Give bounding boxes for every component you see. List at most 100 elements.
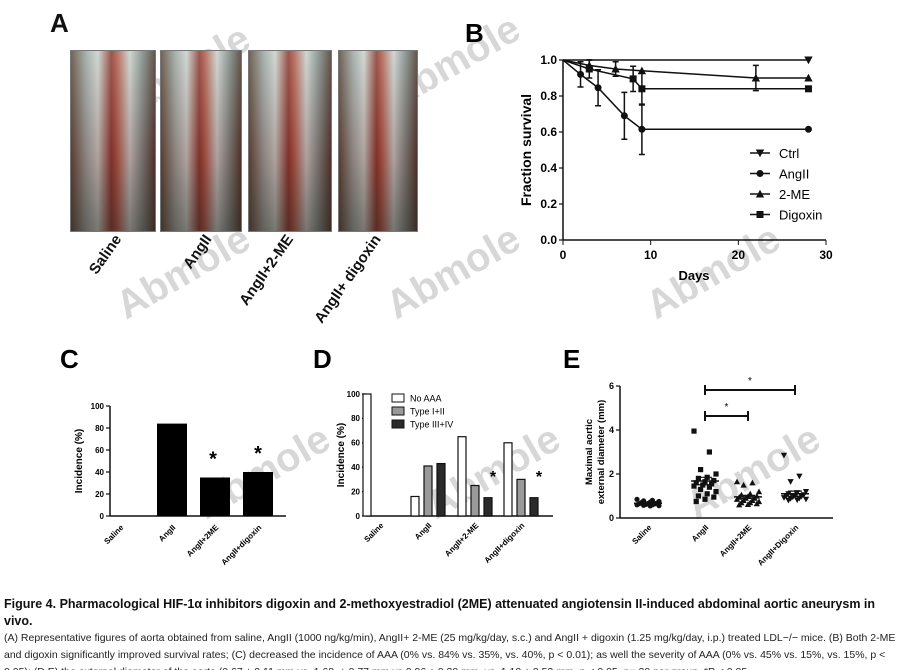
data-point xyxy=(706,484,712,490)
x-tick-label: 10 xyxy=(644,248,658,262)
legend-marker xyxy=(755,149,765,158)
y-tick-label: 6 xyxy=(609,381,614,391)
y-tick-label: 1.0 xyxy=(540,53,557,67)
category-label: AngII+Digoxin xyxy=(756,523,801,568)
data-point xyxy=(706,449,712,455)
data-point xyxy=(711,494,717,500)
data-point xyxy=(693,480,699,486)
data-point xyxy=(713,489,719,495)
data-point xyxy=(634,496,640,502)
sem-bar xyxy=(641,502,655,505)
data-point xyxy=(733,496,741,502)
survival-chart: 0.0 0.2 0.4 0.6 0.8 1.0 0 10 20 30 Ctrl AngII 2-ME Di… xyxy=(540,53,833,262)
category-label: Saline xyxy=(102,523,125,546)
y-tick-label: 40 xyxy=(95,468,104,477)
legend-label: Type III+IV xyxy=(410,420,453,430)
y-axis-label: Fraction survival xyxy=(518,94,534,206)
legend-label: No AAA xyxy=(410,394,442,404)
y-tick-label: 100 xyxy=(347,390,361,399)
data-point xyxy=(691,428,697,434)
data-point xyxy=(749,479,756,486)
aorta-photo-saline xyxy=(70,50,156,232)
data-point xyxy=(713,471,719,477)
y-tick-label: 0 xyxy=(609,513,614,523)
y-tick-label: 0.6 xyxy=(540,125,557,139)
series-2-me: 2-ME xyxy=(562,59,813,202)
legend-marker xyxy=(756,170,764,177)
panel-label-d: D xyxy=(313,344,332,374)
bar-AngII+2ME xyxy=(200,477,230,516)
panel-label-b: B xyxy=(465,18,484,48)
comparison-bracket xyxy=(704,411,749,421)
y-tick-label: 0 xyxy=(356,512,361,521)
legend-marker xyxy=(755,189,765,198)
legend-label: Type I+II xyxy=(410,407,445,417)
bar-type-iii-iv xyxy=(483,497,493,517)
data-point xyxy=(594,84,602,92)
legend-swatch xyxy=(391,419,405,429)
panel-label-a: A xyxy=(50,8,69,38)
data-point xyxy=(695,493,701,499)
data-point xyxy=(656,503,662,509)
data-point xyxy=(755,488,763,495)
data-point xyxy=(736,501,743,508)
y-tick-label: 60 xyxy=(95,446,104,455)
figure-caption: Figure 4. Pharmacological HIF-1α inhibit… xyxy=(4,596,904,670)
data-point xyxy=(709,481,715,487)
data-point xyxy=(733,478,741,485)
data-point xyxy=(638,85,646,93)
category-label: AngII+digoxin xyxy=(482,521,526,565)
significance-marker: * xyxy=(254,443,262,465)
charts-canvas: B C D E Days Fraction survival 0.0 0.2 0.4… xyxy=(60,18,833,568)
category-label: AngII+digoxin xyxy=(219,523,263,567)
data-point xyxy=(780,495,788,501)
y-tick-label: 4 xyxy=(609,425,614,435)
x-tick-label: 0 xyxy=(560,248,567,262)
bar-type-i-ii xyxy=(423,465,433,517)
y-tick-label: 80 xyxy=(351,414,360,423)
data-point xyxy=(740,481,747,488)
bar-no-aaa xyxy=(503,442,513,517)
legend-marker xyxy=(756,211,764,218)
data-point xyxy=(804,73,813,82)
legend-label: Ctrl xyxy=(779,146,799,161)
data-point xyxy=(638,125,646,133)
aorta-photo-angii-2me xyxy=(248,50,332,232)
category-label: AngII+2ME xyxy=(185,523,221,559)
y-tick-label: 0.4 xyxy=(540,161,557,175)
y-tick-label: 0.2 xyxy=(540,197,557,211)
data-point xyxy=(693,498,699,505)
y-axis-label: Incidence (%) xyxy=(336,423,347,487)
category-label: AngII+2ME xyxy=(718,523,754,559)
data-point xyxy=(704,491,710,497)
incidence-chart: 0 20 40 60 80 100 Incidence (%) * * Saline AngII An… xyxy=(74,402,286,567)
bar-type-i-ii xyxy=(516,478,526,517)
y-tick-label: 0.0 xyxy=(540,233,557,247)
series-ctrl: Ctrl xyxy=(563,56,813,161)
data-point xyxy=(691,483,697,489)
category-label: AngII xyxy=(690,523,711,544)
data-point xyxy=(804,56,813,65)
bar-type-iii-iv xyxy=(436,462,446,517)
legend-label: AngII xyxy=(779,167,809,182)
data-point xyxy=(695,475,701,481)
y-tick-label: 20 xyxy=(95,490,104,499)
legend-label: 2-ME xyxy=(779,187,810,202)
category-label: AngII xyxy=(413,521,434,542)
bar-type-iii-iv xyxy=(529,497,539,517)
group-angii xyxy=(691,428,719,505)
significance-marker: * xyxy=(536,469,543,486)
significance-marker: * xyxy=(748,376,752,387)
x-axis-label: Days xyxy=(678,268,709,283)
category-label: Saline xyxy=(362,521,385,544)
y-tick-label: 2 xyxy=(609,469,614,479)
data-point xyxy=(804,85,812,93)
caption-body: (A) Representative figures of aorta obta… xyxy=(4,632,896,670)
y-tick-label: 0.8 xyxy=(540,89,557,103)
data-point xyxy=(780,452,788,459)
group-angii-digoxin xyxy=(780,452,810,504)
y-axis-label: external diameter (mm) xyxy=(596,400,607,505)
data-point xyxy=(577,70,585,78)
diameter-chart: 0 2 4 6 Maximal aortic external diameter (mm)… xyxy=(584,376,833,568)
data-point xyxy=(620,112,628,120)
